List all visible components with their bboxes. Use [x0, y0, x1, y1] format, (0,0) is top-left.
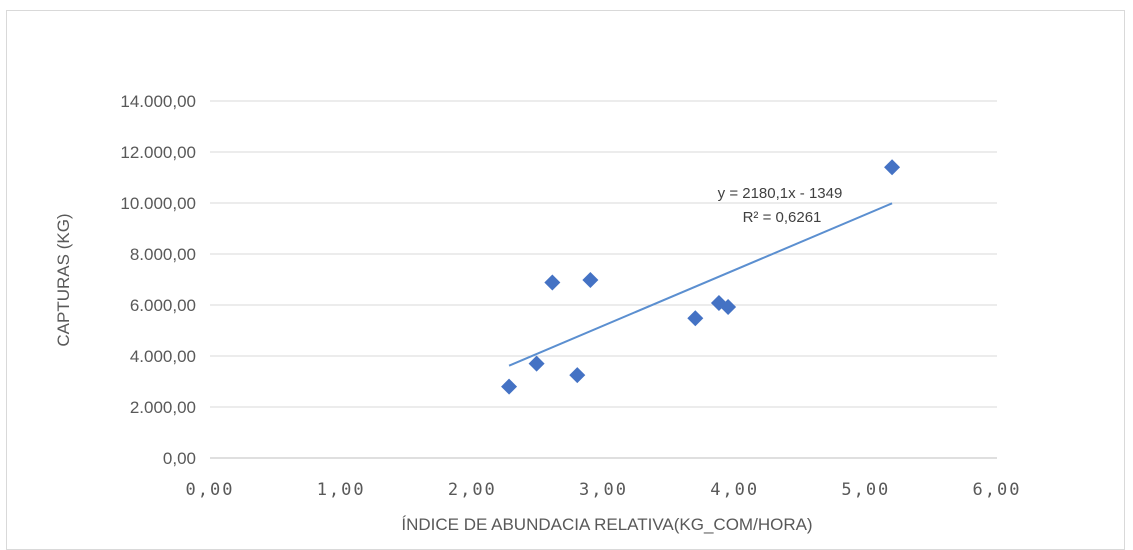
data-point [569, 367, 586, 384]
x-tick-label: 1,00 [317, 480, 366, 500]
x-tick-label: 6,00 [973, 480, 1022, 500]
y-axis-title: CAPTURAS (KG) [54, 213, 73, 346]
x-tick-label: 3,00 [579, 480, 628, 500]
grid-layer [210, 100, 997, 459]
y-tick-label: 6.000,00 [130, 296, 196, 315]
chart-frame [6, 10, 1125, 550]
x-tick-label: 2,00 [448, 480, 497, 500]
data-point [884, 159, 901, 176]
y-tick-label: 8.000,00 [130, 245, 196, 264]
y-tick-label: 4.000,00 [130, 347, 196, 366]
data-point [720, 299, 737, 316]
data-point [501, 378, 518, 395]
trendline-layer [508, 202, 893, 367]
trendline [508, 202, 893, 367]
x-axis-title: ÍNDICE DE ABUNDACIA RELATIVA(KG_COM/HORA… [401, 515, 812, 534]
x-axis-ticks: 0,00 1,00 2,00 3,00 4,00 5,00 6,00 [186, 480, 1022, 500]
x-tick-label: 0,00 [186, 480, 235, 500]
y-axis-ticks: 0,00 2.000,00 4.000,00 6.000,00 8.000,00 10.0… [120, 92, 196, 468]
x-tick-label: 5,00 [841, 480, 890, 500]
trendline-r2: R² = 0,6261 [743, 209, 822, 226]
data-point [582, 272, 599, 289]
y-tick-label: 2.000,00 [130, 398, 196, 417]
x-tick-label: 4,00 [710, 480, 759, 500]
data-point [544, 274, 561, 291]
y-tick-label: 12.000,00 [120, 143, 196, 162]
points-layer [501, 159, 901, 395]
y-tick-label: 0,00 [163, 449, 196, 468]
trendline-equation: y = 2180,1x - 1349 [718, 185, 843, 202]
y-tick-label: 10.000,00 [120, 194, 196, 213]
data-point [687, 310, 704, 327]
data-point [528, 355, 545, 372]
y-tick-label: 14.000,00 [120, 92, 196, 111]
